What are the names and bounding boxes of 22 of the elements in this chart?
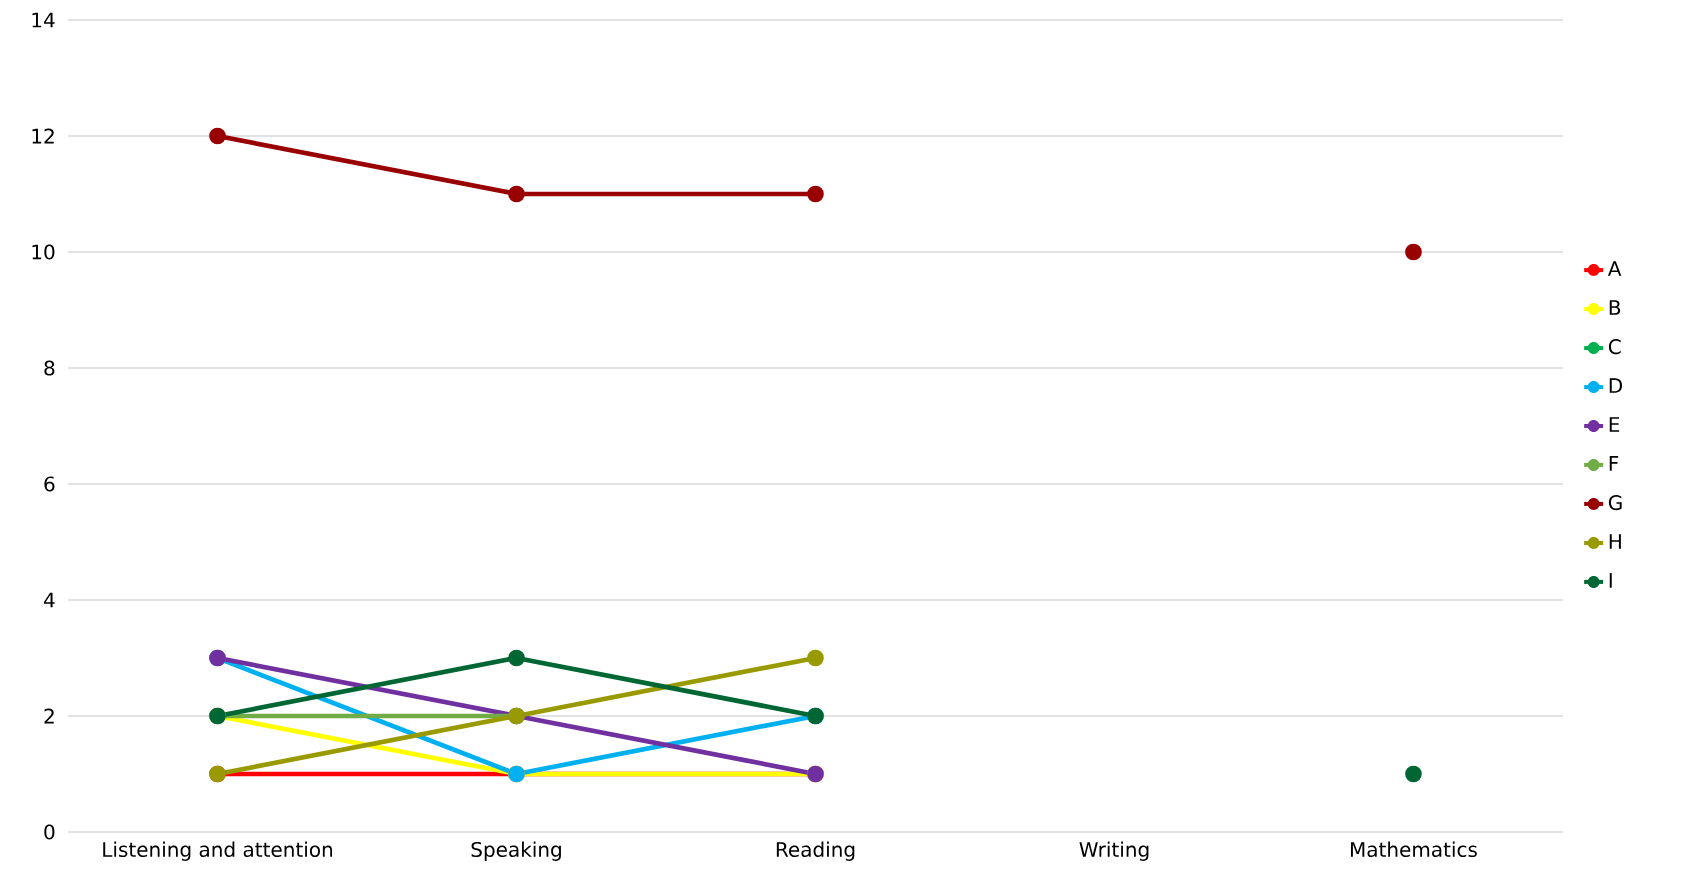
y-tick-label: 8 bbox=[44, 360, 55, 376]
legend-label: E bbox=[1609, 417, 1620, 432]
y-tick-label: 14 bbox=[32, 12, 55, 28]
legend-label: I bbox=[1609, 573, 1612, 588]
legend-label: D bbox=[1609, 378, 1623, 393]
x-tick-label: Speaking bbox=[471, 841, 561, 861]
legend-label: H bbox=[1609, 534, 1621, 549]
y-tick-label: 0 bbox=[44, 824, 55, 840]
legend-label: G bbox=[1608, 495, 1622, 511]
y-tick-label: 2 bbox=[44, 708, 54, 724]
y-tick-label: 6 bbox=[44, 476, 55, 492]
y-tick-label: 10 bbox=[32, 244, 55, 260]
x-tick-label: Writing bbox=[1079, 841, 1149, 861]
x-tick-label: Listening and attention bbox=[103, 841, 333, 861]
legend-label: C bbox=[1608, 339, 1621, 355]
y-tick-label: 12 bbox=[32, 128, 54, 144]
x-tick-label: Reading bbox=[776, 841, 855, 861]
y-tick-label: 4 bbox=[44, 592, 55, 608]
legend-label: A bbox=[1607, 261, 1622, 276]
x-tick-label: Mathematics bbox=[1350, 841, 1477, 858]
legend-label: B bbox=[1609, 300, 1621, 315]
legend-label: F bbox=[1609, 456, 1619, 471]
